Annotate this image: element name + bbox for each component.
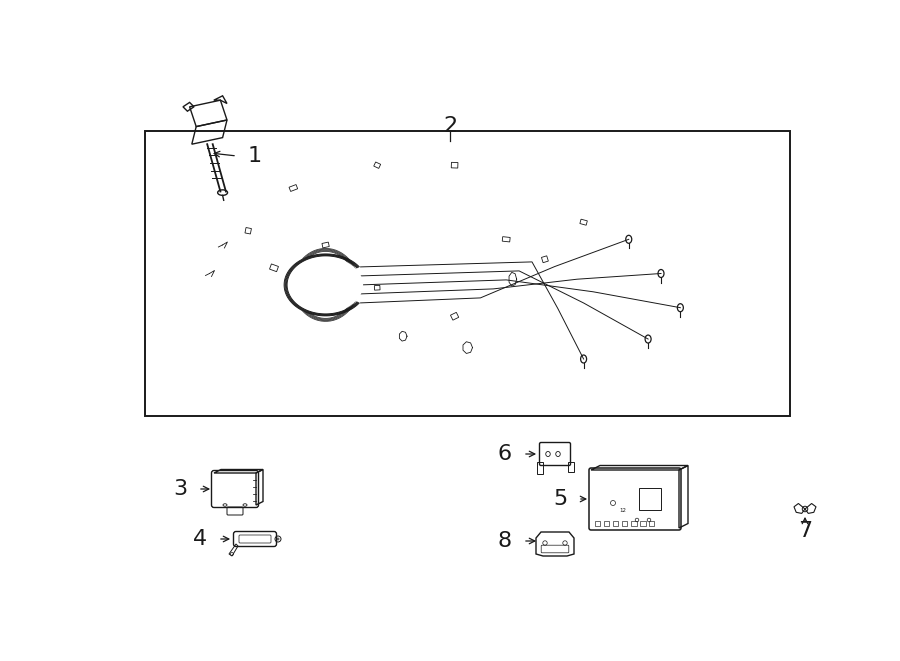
Bar bbox=[640, 520, 645, 526]
Bar bbox=[595, 520, 600, 526]
Bar bbox=[622, 520, 627, 526]
Bar bbox=[639, 488, 661, 510]
Text: 1: 1 bbox=[248, 146, 262, 166]
Bar bbox=[604, 520, 609, 526]
Bar bbox=[568, 462, 574, 472]
Text: 5: 5 bbox=[553, 489, 567, 509]
Bar bbox=[537, 462, 543, 474]
Text: 3: 3 bbox=[173, 479, 187, 499]
Bar bbox=[145, 131, 790, 416]
Ellipse shape bbox=[278, 256, 363, 314]
Text: 7: 7 bbox=[798, 521, 812, 541]
Text: 2: 2 bbox=[443, 116, 457, 136]
Text: 4: 4 bbox=[193, 529, 207, 549]
Bar bbox=[613, 520, 618, 526]
Text: 12: 12 bbox=[619, 508, 626, 514]
Bar bbox=[649, 520, 654, 526]
Bar bbox=[631, 520, 636, 526]
Text: 8: 8 bbox=[498, 531, 512, 551]
Text: 6: 6 bbox=[498, 444, 512, 464]
